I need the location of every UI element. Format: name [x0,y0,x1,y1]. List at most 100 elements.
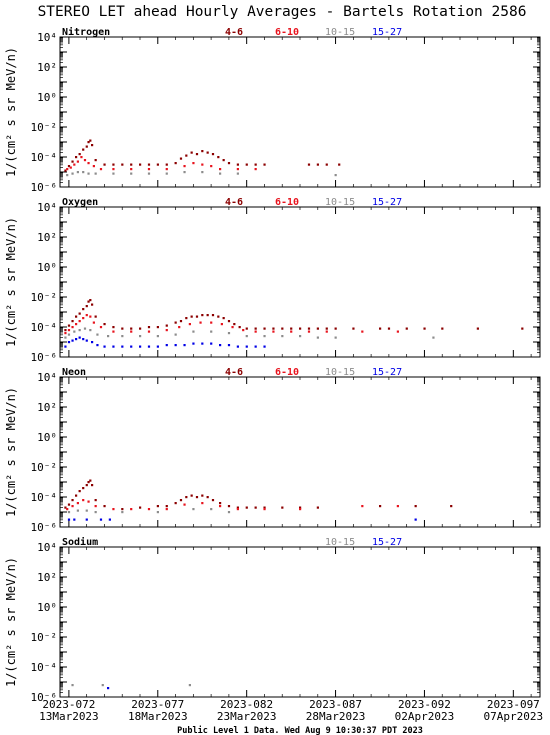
data-point-4-6 [379,505,382,508]
data-point-4-6 [217,315,220,318]
data-point-4-6 [281,327,284,330]
data-point-4-6 [272,327,275,330]
data-point-15-27 [99,518,103,521]
data-point-10-15 [130,172,133,175]
panel-sodium: 10⁴ 10² 10⁰ 10⁻² 10⁻⁴ 10⁻⁶ Sodium 10-15 15-27 1/(… [4,536,541,704]
data-point-4-6 [75,156,78,159]
data-point-4-6 [185,154,188,157]
data-point-10-15 [156,511,159,514]
y-tick-label: 10⁻² [31,461,58,474]
data-point-4-6 [121,163,124,166]
x-tick-label-doy: 2023-082 [220,698,273,711]
data-point-4-6 [190,151,193,154]
data-point-4-6 [254,327,257,330]
data-point-4-6 [352,327,355,330]
data-points [71,684,191,690]
data-point-4-6 [521,327,524,330]
data-point-10-15 [101,684,104,687]
data-point-6-10 [94,505,97,508]
data-point-6-10 [361,330,364,333]
data-point-6-10 [130,330,133,333]
data-point-10-15 [192,330,195,333]
data-point-4-6 [174,162,177,165]
data-point-15-27 [85,518,88,521]
panel-title: Nitrogen [62,26,110,38]
data-point-10-15 [67,333,71,336]
data-point-6-10 [69,166,72,169]
data-point-15-27 [75,338,78,341]
data-point-4-6 [450,505,453,508]
data-point-6-10 [76,160,79,163]
y-tick-label: 10⁰ [37,91,57,104]
data-point-4-6 [147,163,151,166]
data-point-10-15 [82,171,85,174]
data-point-10-15 [112,172,115,175]
legend-entry: 15-27 [372,367,402,378]
data-point-4-6 [206,151,209,154]
x-tick-label-date: 18Mar2023 [128,710,188,723]
data-point-15-27 [112,345,115,348]
data-point-10-15 [94,511,97,514]
plot-frame [59,546,541,698]
data-point-4-6 [195,496,199,499]
data-point-4-6 [254,506,257,509]
data-point-6-10 [85,314,88,317]
data-point-4-6 [87,300,90,303]
data-point-4-6 [112,326,115,329]
data-point-10-15 [76,171,79,174]
data-point-10-15 [139,335,142,338]
y-axis-label: 1/(cm² s sr MeV/n) [4,217,18,347]
data-point-6-10 [396,330,399,333]
data-point-6-10 [76,502,79,505]
data-point-4-6 [165,324,168,327]
data-point-4-6 [91,484,94,487]
data-point-15-27 [139,345,142,348]
data-point-10-15 [334,174,337,177]
data-point-4-6 [414,505,417,508]
data-point-6-10 [236,168,239,171]
y-tick-label: 10⁰ [37,431,57,444]
data-point-4-6 [245,506,248,509]
x-tick-label-date: 07Apr2023 [484,710,544,723]
data-point-6-10 [183,165,186,168]
data-point-10-15 [236,172,239,175]
data-point-4-6 [75,315,78,318]
data-point-6-10 [263,508,266,511]
data-point-15-27 [91,341,94,344]
data-point-6-10 [396,505,399,508]
data-point-4-6 [121,508,124,511]
data-point-4-6 [179,499,183,502]
data-point-6-10 [236,508,239,511]
data-points [64,299,524,348]
data-point-4-6 [245,163,248,166]
data-point-6-10 [183,503,186,506]
data-point-4-6 [85,484,88,487]
y-tick-label: 10⁻⁴ [31,151,58,164]
y-tick-label: 10⁻⁶ [31,351,58,364]
data-point-4-6 [222,159,225,162]
data-point-4-6 [219,502,222,505]
y-tick-label: 10⁻² [31,631,58,644]
data-point-10-15 [96,333,99,336]
data-point-4-6 [64,169,67,172]
data-point-4-6 [299,327,302,330]
data-point-4-6 [227,505,231,508]
data-point-4-6 [64,329,67,332]
data-point-4-6 [156,163,159,166]
data-point-6-10 [75,323,78,326]
data-point-6-10 [219,505,222,508]
data-point-6-10 [220,323,223,326]
data-point-4-6 [254,163,257,166]
data-point-10-15 [245,335,248,338]
plot-frame [59,206,541,358]
data-point-6-10 [112,330,115,333]
y-tick-label: 10⁻² [31,291,58,304]
data-point-6-10 [290,330,293,333]
legend-entry: 6-10 [275,27,299,38]
data-point-6-10 [73,163,76,166]
data-point-6-10 [242,329,245,332]
data-point-6-10 [87,162,90,165]
data-point-4-6 [206,314,209,317]
data-point-4-6 [185,317,188,320]
